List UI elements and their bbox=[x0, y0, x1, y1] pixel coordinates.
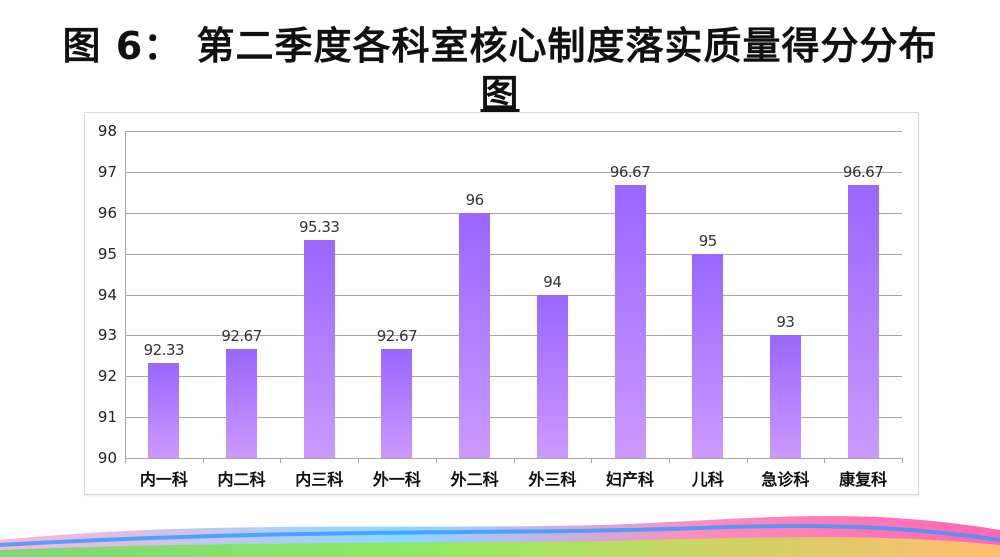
bar-外三科[interactable] bbox=[536, 294, 568, 458]
y-tick-label: 98 bbox=[97, 122, 117, 140]
data-label: 96.67 bbox=[842, 163, 884, 182]
y-tick-label: 90 bbox=[97, 449, 117, 467]
y-axis bbox=[125, 131, 126, 458]
x-category-label: 妇产科 bbox=[606, 470, 655, 489]
x-tick bbox=[591, 458, 593, 463]
gridline bbox=[125, 294, 902, 296]
x-category-label: 外二科 bbox=[450, 470, 499, 489]
data-label: 92.33 bbox=[143, 340, 185, 359]
bar-内二科[interactable] bbox=[226, 348, 258, 458]
y-tick-label: 91 bbox=[97, 408, 117, 427]
x-tick bbox=[902, 458, 903, 463]
x-category-label: 康复科 bbox=[839, 470, 888, 489]
y-tick-label: 92 bbox=[97, 367, 117, 386]
x-category-label: 急诊科 bbox=[761, 470, 810, 489]
x-tick bbox=[358, 458, 360, 463]
bar-儿科[interactable] bbox=[692, 253, 724, 458]
x-category-label: 外三科 bbox=[528, 470, 577, 489]
x-tick bbox=[435, 458, 437, 463]
bar-妇产科[interactable] bbox=[614, 185, 646, 458]
y-tick-label: 93 bbox=[97, 326, 117, 345]
gridline bbox=[125, 335, 902, 337]
decorative-wave-banner bbox=[0, 515, 1000, 557]
x-category-label: 外一科 bbox=[372, 470, 421, 489]
data-label: 94 bbox=[543, 272, 562, 291]
x-tick bbox=[668, 458, 670, 463]
data-label: 93 bbox=[776, 313, 795, 332]
gridline bbox=[125, 376, 902, 378]
x-category-label: 内二科 bbox=[217, 470, 266, 489]
data-label: 96.67 bbox=[609, 163, 651, 182]
gridline bbox=[125, 417, 902, 419]
chart-title: 图 6： 第二季度各科室核心制度落实质量得分分布 图 bbox=[0, 22, 1000, 118]
chart-title-line2: 图 bbox=[480, 72, 520, 116]
y-tick-label: 97 bbox=[97, 162, 117, 181]
gridline bbox=[125, 212, 902, 214]
chart-title-line1: 图 6： 第二季度各科室核心制度落实质量得分分布 bbox=[62, 24, 938, 68]
bar-外一科[interactable] bbox=[381, 348, 413, 458]
x-tick bbox=[746, 458, 748, 463]
bar-康复科[interactable] bbox=[847, 185, 879, 458]
y-tick-label: 95 bbox=[97, 244, 117, 263]
data-label: 95.33 bbox=[299, 218, 340, 237]
data-label: 92.67 bbox=[221, 326, 262, 345]
x-category-label: 内三科 bbox=[295, 470, 344, 489]
data-label: 92.67 bbox=[376, 326, 418, 345]
y-tick-label: 96 bbox=[97, 203, 117, 222]
bar-急诊科[interactable] bbox=[769, 335, 801, 458]
x-tick bbox=[513, 458, 515, 463]
data-label: 95 bbox=[698, 231, 718, 250]
y-tick-label: 94 bbox=[97, 285, 117, 304]
x-tick bbox=[280, 458, 282, 463]
x-tick bbox=[125, 458, 126, 463]
x-tick bbox=[202, 458, 204, 463]
gridline bbox=[125, 171, 902, 173]
x-category-label: 儿科 bbox=[691, 470, 724, 489]
x-category-label: 内一科 bbox=[139, 470, 188, 489]
bar-外二科[interactable] bbox=[459, 212, 491, 458]
bar-内一科[interactable] bbox=[148, 362, 180, 458]
gridline bbox=[125, 131, 902, 132]
gridline bbox=[125, 253, 902, 255]
x-tick bbox=[824, 458, 826, 463]
data-label: 96 bbox=[465, 190, 485, 209]
bar-内三科[interactable] bbox=[303, 240, 335, 458]
